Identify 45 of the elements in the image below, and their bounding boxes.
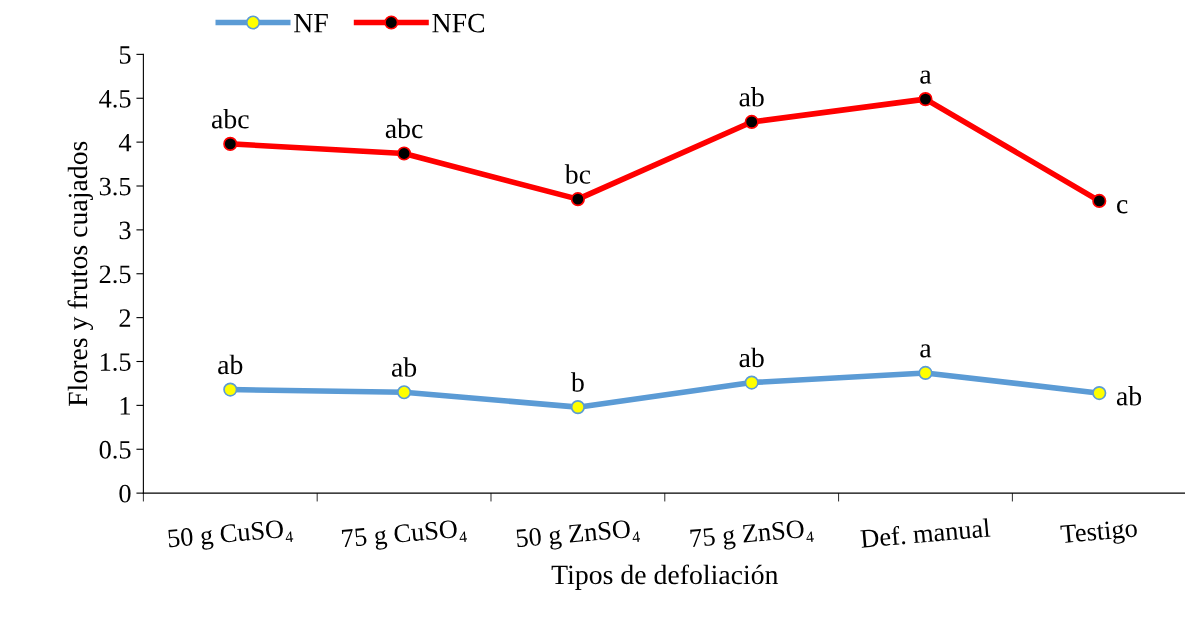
point: [1092, 193, 1107, 209]
y-axis-title: Flores y frutos cuajados: [67, 141, 94, 407]
point: [223, 136, 238, 151]
y-tick-label: 4: [118, 133, 132, 152]
x-axis-title: Tipos de defoliación: [551, 564, 779, 590]
y-tick-label: 1: [120, 397, 130, 415]
x-tick-label: 75 g CuSO₄: [341, 518, 468, 553]
y-tick-label: 2: [119, 309, 131, 327]
annotation: ab: [391, 357, 417, 377]
annotation: abc: [385, 118, 423, 139]
y-tick-label: 0: [119, 484, 131, 503]
annotation: ab: [1116, 386, 1142, 406]
point: [1092, 386, 1107, 401]
y-tick-label: 1.5: [100, 353, 131, 372]
annotation: c: [1117, 200, 1128, 214]
annotation: ab: [739, 347, 764, 368]
y-tick-label: 2.5: [99, 265, 131, 284]
point: [570, 192, 585, 207]
annotation: a: [920, 344, 932, 358]
annotation: bc: [564, 164, 591, 184]
y-tick-label: 5: [119, 46, 131, 64]
annotation: ab: [739, 87, 764, 107]
annotation: b: [570, 372, 584, 392]
y-tick-label: 0.5: [99, 440, 131, 459]
x-tick-label: Def. manual: [860, 517, 991, 549]
annotation: ab: [218, 354, 243, 375]
point: [918, 365, 933, 380]
x-tick-label: Testigo: [1060, 518, 1138, 549]
x-tick-label: 50 g ZnSO₄: [516, 518, 641, 553]
point: [918, 92, 933, 107]
legend-label: NF: [294, 14, 328, 33]
annotation: abc: [211, 108, 249, 129]
point: [744, 114, 759, 130]
legend-label: NFC: [432, 13, 485, 33]
y-tick-label: 4.5: [99, 90, 131, 108]
x-tick-label: 75 g ZnSO₄: [690, 518, 815, 553]
point: [223, 382, 238, 397]
annotation: a: [920, 70, 932, 84]
x-tick-label: 50 g CuSO₄: [167, 518, 294, 553]
y-tick-label: 3: [119, 221, 131, 240]
point: [570, 400, 585, 415]
point: [396, 146, 412, 161]
y-tick-label: 3.5: [99, 177, 131, 196]
point: [396, 385, 412, 400]
point: [744, 375, 759, 390]
